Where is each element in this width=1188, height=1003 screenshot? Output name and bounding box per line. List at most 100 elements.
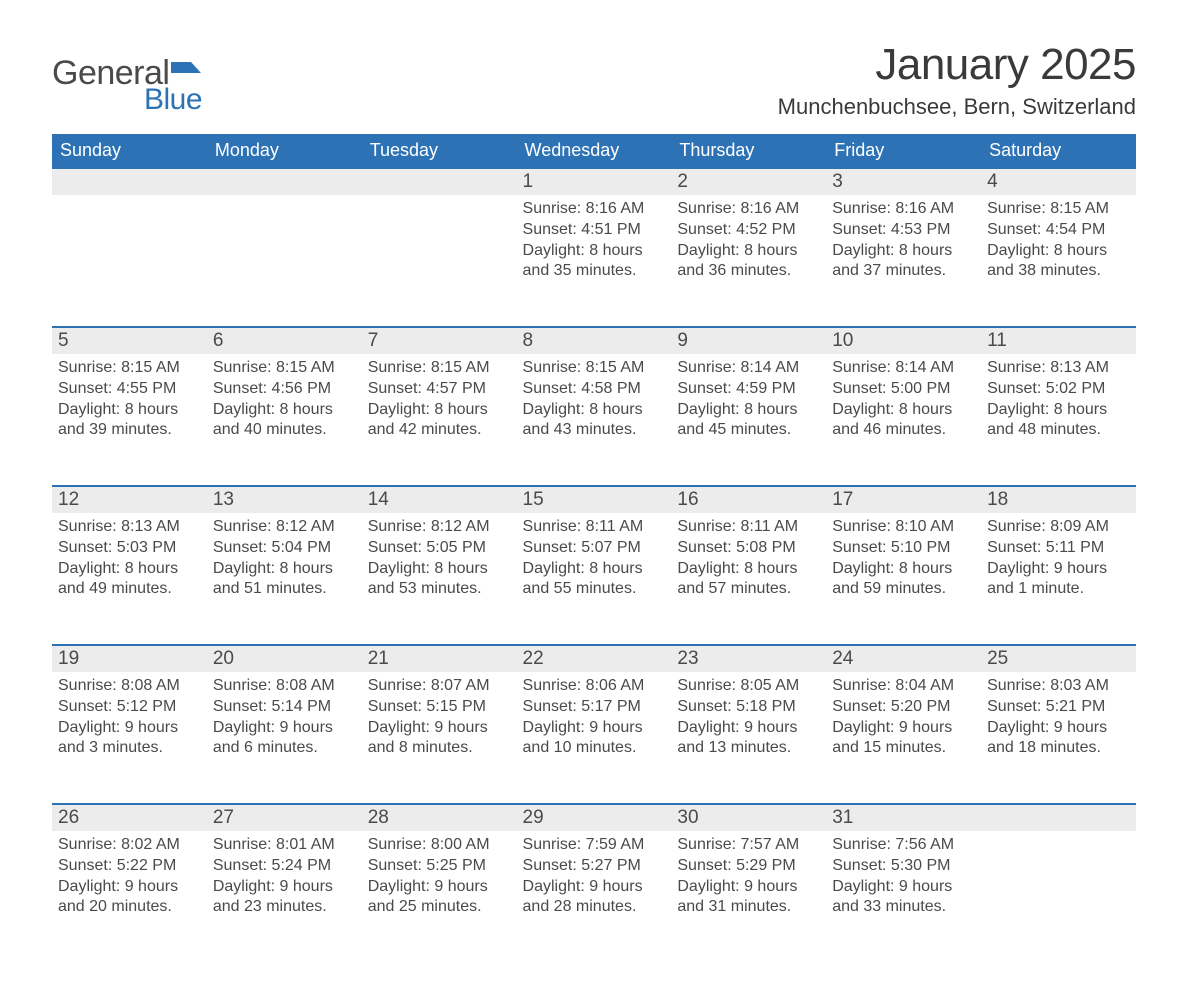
weekday-header-row: SundayMondayTuesdayWednesdayThursdayFrid… — [52, 134, 1136, 168]
day-number: 28 — [368, 807, 389, 828]
day-cell: Sunrise: 8:16 AMSunset: 4:52 PMDaylight:… — [671, 195, 826, 327]
daynum-cell: 29 — [517, 804, 672, 831]
day-cell: Sunrise: 8:02 AMSunset: 5:22 PMDaylight:… — [52, 831, 207, 963]
daylight-line-2: and 42 minutes. — [368, 420, 511, 441]
daylight-line-1: Daylight: 9 hours — [523, 718, 666, 739]
daynum-cell: 24 — [826, 645, 981, 672]
daylight-line-1: Daylight: 9 hours — [58, 718, 201, 739]
daynum-cell: 1 — [517, 168, 672, 195]
day-cell: Sunrise: 7:56 AMSunset: 5:30 PMDaylight:… — [826, 831, 981, 963]
brand-word-2: Blue — [144, 83, 202, 117]
day-content: Sunrise: 8:10 AMSunset: 5:10 PMDaylight:… — [826, 513, 981, 608]
daylight-line-1: Daylight: 8 hours — [677, 241, 820, 262]
content-row: Sunrise: 8:16 AMSunset: 4:51 PMDaylight:… — [52, 195, 1136, 327]
daylight-line-2: and 55 minutes. — [523, 579, 666, 600]
day-number: 24 — [832, 648, 853, 669]
daylight-line-1: Daylight: 8 hours — [832, 400, 975, 421]
daylight-line-2: and 45 minutes. — [677, 420, 820, 441]
sunset-line: Sunset: 5:00 PM — [832, 379, 975, 400]
day-cell: Sunrise: 8:13 AMSunset: 5:02 PMDaylight:… — [981, 354, 1136, 486]
sunset-line: Sunset: 5:10 PM — [832, 538, 975, 559]
day-number: 31 — [832, 807, 853, 828]
daylight-line-2: and 23 minutes. — [213, 897, 356, 918]
sunrise-line: Sunrise: 8:01 AM — [213, 835, 356, 856]
empty-cell — [52, 195, 207, 327]
daynum-cell: 16 — [671, 486, 826, 513]
day-cell: Sunrise: 8:08 AMSunset: 5:14 PMDaylight:… — [207, 672, 362, 804]
day-number: 3 — [832, 171, 843, 192]
sunset-line: Sunset: 4:58 PM — [523, 379, 666, 400]
day-cell: Sunrise: 8:12 AMSunset: 5:04 PMDaylight:… — [207, 513, 362, 645]
empty-daynum — [52, 168, 207, 195]
day-content: Sunrise: 8:16 AMSunset: 4:52 PMDaylight:… — [671, 195, 826, 290]
daynum-cell: 17 — [826, 486, 981, 513]
daylight-line-2: and 31 minutes. — [677, 897, 820, 918]
sunrise-line: Sunrise: 8:11 AM — [523, 517, 666, 538]
daylight-line-1: Daylight: 8 hours — [523, 400, 666, 421]
daylight-line-2: and 35 minutes. — [523, 261, 666, 282]
day-content: Sunrise: 8:16 AMSunset: 4:51 PMDaylight:… — [517, 195, 672, 290]
sunrise-line: Sunrise: 8:05 AM — [677, 676, 820, 697]
daylight-line-2: and 25 minutes. — [368, 897, 511, 918]
weekday-header: Wednesday — [517, 134, 672, 168]
daylight-line-1: Daylight: 9 hours — [58, 877, 201, 898]
day-content: Sunrise: 7:56 AMSunset: 5:30 PMDaylight:… — [826, 831, 981, 926]
day-number: 25 — [987, 648, 1008, 669]
content-row: Sunrise: 8:13 AMSunset: 5:03 PMDaylight:… — [52, 513, 1136, 645]
sunset-line: Sunset: 5:20 PM — [832, 697, 975, 718]
sunset-line: Sunset: 5:04 PM — [213, 538, 356, 559]
day-cell: Sunrise: 8:14 AMSunset: 4:59 PMDaylight:… — [671, 354, 826, 486]
daylight-line-1: Daylight: 8 hours — [677, 559, 820, 580]
sunrise-line: Sunrise: 8:09 AM — [987, 517, 1130, 538]
sunrise-line: Sunrise: 8:13 AM — [58, 517, 201, 538]
sunrise-line: Sunrise: 8:06 AM — [523, 676, 666, 697]
sunrise-line: Sunrise: 8:16 AM — [523, 199, 666, 220]
sunrise-line: Sunrise: 8:12 AM — [213, 517, 356, 538]
sunrise-line: Sunrise: 8:15 AM — [987, 199, 1130, 220]
daylight-line-1: Daylight: 8 hours — [58, 400, 201, 421]
daylight-line-1: Daylight: 9 hours — [677, 718, 820, 739]
day-content: Sunrise: 8:15 AMSunset: 4:54 PMDaylight:… — [981, 195, 1136, 290]
daylight-line-1: Daylight: 9 hours — [987, 559, 1130, 580]
daylight-line-2: and 46 minutes. — [832, 420, 975, 441]
daylight-line-2: and 39 minutes. — [58, 420, 201, 441]
calendar-table: SundayMondayTuesdayWednesdayThursdayFrid… — [52, 134, 1136, 963]
daylight-line-1: Daylight: 9 hours — [832, 877, 975, 898]
day-content: Sunrise: 8:01 AMSunset: 5:24 PMDaylight:… — [207, 831, 362, 926]
day-content: Sunrise: 8:15 AMSunset: 4:56 PMDaylight:… — [207, 354, 362, 449]
sunset-line: Sunset: 5:18 PM — [677, 697, 820, 718]
day-cell: Sunrise: 8:15 AMSunset: 4:57 PMDaylight:… — [362, 354, 517, 486]
day-number: 7 — [368, 330, 379, 351]
sunset-line: Sunset: 5:12 PM — [58, 697, 201, 718]
sunset-line: Sunset: 5:11 PM — [987, 538, 1130, 559]
day-cell: Sunrise: 8:11 AMSunset: 5:07 PMDaylight:… — [517, 513, 672, 645]
daynum-row: 567891011 — [52, 327, 1136, 354]
day-cell: Sunrise: 8:15 AMSunset: 4:55 PMDaylight:… — [52, 354, 207, 486]
sunrise-line: Sunrise: 7:56 AM — [832, 835, 975, 856]
daynum-cell: 22 — [517, 645, 672, 672]
daylight-line-1: Daylight: 8 hours — [368, 559, 511, 580]
day-content: Sunrise: 8:08 AMSunset: 5:12 PMDaylight:… — [52, 672, 207, 767]
daylight-line-1: Daylight: 8 hours — [987, 400, 1130, 421]
sunset-line: Sunset: 5:15 PM — [368, 697, 511, 718]
sunset-line: Sunset: 4:54 PM — [987, 220, 1130, 241]
day-cell: Sunrise: 8:07 AMSunset: 5:15 PMDaylight:… — [362, 672, 517, 804]
sunrise-line: Sunrise: 8:08 AM — [58, 676, 201, 697]
daylight-line-2: and 48 minutes. — [987, 420, 1130, 441]
sunset-line: Sunset: 5:30 PM — [832, 856, 975, 877]
sunrise-line: Sunrise: 8:12 AM — [368, 517, 511, 538]
day-content: Sunrise: 8:14 AMSunset: 5:00 PMDaylight:… — [826, 354, 981, 449]
calendar-page: General Blue January 2025 Munchenbuchsee… — [0, 0, 1188, 1003]
daylight-line-2: and 37 minutes. — [832, 261, 975, 282]
daylight-line-2: and 20 minutes. — [58, 897, 201, 918]
daylight-line-1: Daylight: 9 hours — [213, 718, 356, 739]
day-number: 5 — [58, 330, 69, 351]
month-title: January 2025 — [778, 40, 1136, 90]
daynum-cell: 2 — [671, 168, 826, 195]
daylight-line-2: and 1 minute. — [987, 579, 1130, 600]
daynum-cell: 19 — [52, 645, 207, 672]
day-number: 14 — [368, 489, 389, 510]
sunrise-line: Sunrise: 8:02 AM — [58, 835, 201, 856]
daynum-cell: 14 — [362, 486, 517, 513]
daylight-line-2: and 6 minutes. — [213, 738, 356, 759]
